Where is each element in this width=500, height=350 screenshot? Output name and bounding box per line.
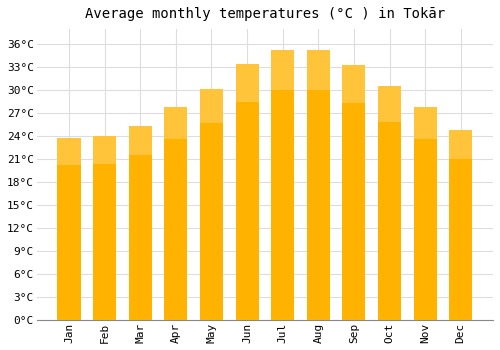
Bar [414,107,436,139]
Bar [342,65,365,320]
Bar [271,50,294,320]
Bar [93,136,116,320]
Bar [58,138,80,165]
Bar [93,136,116,164]
Bar [200,89,223,320]
Bar [58,138,80,320]
Bar [306,50,330,90]
Bar [164,107,188,139]
Bar [306,50,330,320]
Bar [128,126,152,155]
Bar [449,130,472,159]
Bar [128,126,152,320]
Bar [414,107,436,320]
Bar [236,63,258,320]
Bar [271,50,294,90]
Bar [236,63,258,102]
Bar [378,86,401,121]
Title: Average monthly temperatures (°C ) in Tokār: Average monthly temperatures (°C ) in To… [85,7,445,21]
Bar [378,86,401,320]
Bar [449,130,472,320]
Bar [342,65,365,103]
Bar [200,89,223,124]
Bar [164,107,188,320]
